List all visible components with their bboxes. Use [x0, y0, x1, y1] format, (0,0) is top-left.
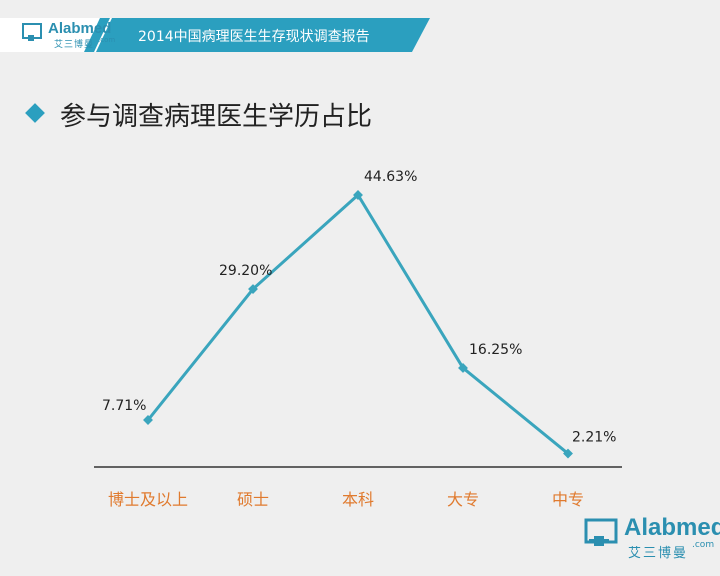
data-label: 16.25%	[469, 342, 522, 358]
logo-icon	[22, 23, 42, 41]
header-band: Alabmed 艾三博曼 .com 2014中国病理医生生存现状调查报告	[0, 18, 430, 52]
data-label: 44.63%	[364, 169, 417, 185]
category-label: 中专	[552, 490, 584, 509]
footer-logo-subtitle: 艾三博曼	[628, 546, 689, 561]
report-title: 2014中国病理医生生存现状调查报告	[138, 29, 370, 45]
logo-text: Alabmed	[48, 20, 112, 37]
data-label: 7.71%	[102, 398, 146, 414]
data-point-marker	[143, 415, 153, 425]
data-label: 2.21%	[572, 430, 616, 446]
data-label: 29.20%	[219, 263, 272, 279]
data-point-marker	[458, 363, 468, 373]
data-point-marker	[248, 284, 258, 294]
category-label: 本科	[342, 490, 374, 509]
category-label: 博士及以上	[108, 490, 188, 509]
header-banner-shape	[0, 18, 430, 52]
footer-logo: Alabmed 艾三博曼 .com	[584, 512, 720, 562]
header-logo: Alabmed 艾三博曼 .com	[22, 20, 122, 50]
footer-logo-domain: .com	[692, 540, 715, 550]
logo-domain: .com	[98, 36, 116, 44]
series-line	[146, 192, 569, 455]
category-label: 大专	[447, 490, 479, 509]
logo-subtitle: 艾三博曼	[54, 40, 95, 50]
footer-logo-icon	[584, 518, 618, 546]
data-point-marker	[353, 190, 363, 200]
chart-title: 参与调查病理医生学历占比	[60, 102, 373, 132]
data-point-marker	[563, 448, 573, 459]
footer-logo-text: Alabmed	[624, 514, 720, 541]
category-label: 硕士	[237, 490, 269, 509]
